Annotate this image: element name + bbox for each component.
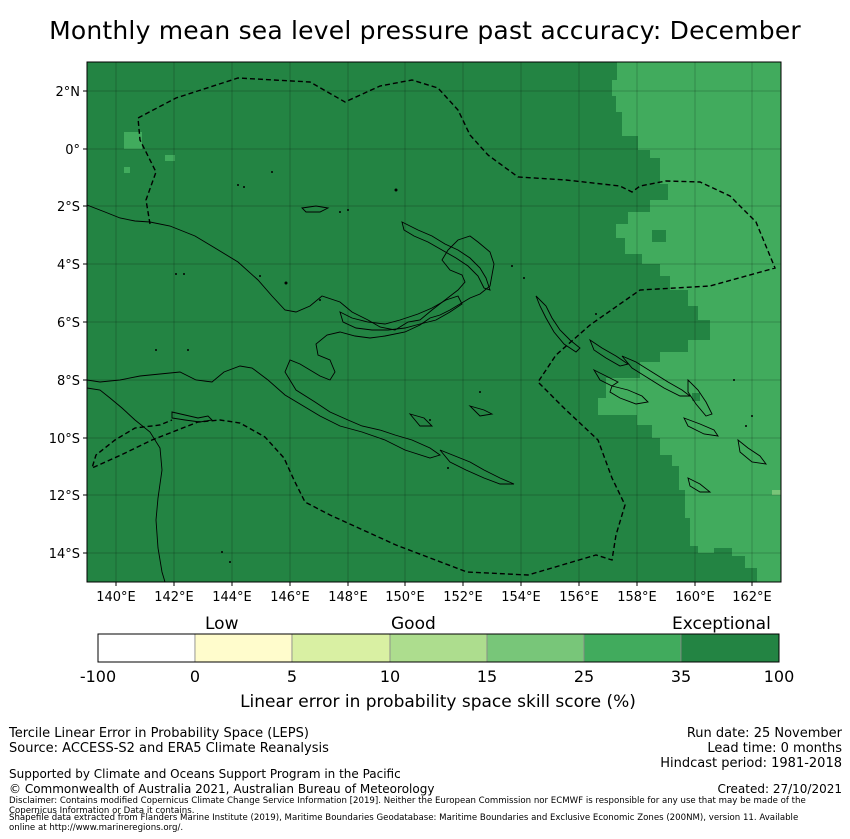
malaita <box>687 378 713 417</box>
colorbar-segment <box>291 633 391 663</box>
lat-tick-label: 2°S <box>57 200 80 215</box>
copyright-text: © Commonwealth of Australia 2021, Austra… <box>9 782 435 796</box>
lat-tick-label: 0° <box>65 143 80 158</box>
choiseul <box>589 338 630 367</box>
exceptional-pocket <box>692 393 700 401</box>
makira <box>683 417 719 437</box>
colorbar <box>97 633 780 663</box>
lat-tick-label: 14°S <box>49 547 80 562</box>
lon-tick-label: 148°E <box>328 590 368 605</box>
colorbar-segment <box>194 633 293 663</box>
new-ireland-coast <box>401 221 491 291</box>
colorbar-title: Linear error in probability space skill … <box>240 692 636 712</box>
category-exceptional: Exceptional <box>672 614 771 634</box>
very-good-region <box>598 62 781 582</box>
lon-tick-label: 154°E <box>501 590 541 605</box>
lon-tick-label: 162°E <box>732 590 772 605</box>
colorbar-tick: 100 <box>763 667 795 686</box>
guadalcanal <box>609 385 649 405</box>
good-pocket <box>772 490 781 495</box>
lon-tick-label: 158°E <box>617 590 657 605</box>
colorbar-segment <box>97 633 196 663</box>
colorbar-tick: 35 <box>670 667 692 686</box>
santa-cruz <box>737 438 768 465</box>
lat-tick-label: 10°S <box>49 432 80 447</box>
colorbar-segment <box>583 633 682 663</box>
lon-tick-label: 152°E <box>443 590 483 605</box>
lon-labels: 140°E 142°E 144°E 146°E 148°E 150°E 152°… <box>96 590 772 605</box>
exceptional-pocket <box>652 230 666 242</box>
cape-york-coast <box>87 387 166 582</box>
gridlines <box>87 62 781 582</box>
milne-islands <box>408 413 434 427</box>
run-date: Run date: 25 November <box>686 726 842 741</box>
shapefile-text: Shapefile data extracted from Flanders M… <box>9 813 799 833</box>
colorbar-segment <box>680 633 780 663</box>
category-good: Good <box>391 614 436 634</box>
axis-ticks <box>83 90 753 586</box>
lon-tick-label: 146°E <box>270 590 310 605</box>
lon-tick-label: 144°E <box>212 590 252 605</box>
colorbar-tick: 5 <box>286 667 298 686</box>
new-guinea-coast <box>87 204 495 459</box>
very-good-pocket <box>124 132 142 149</box>
new-britain-coast <box>339 295 463 331</box>
lat-tick-label: 4°S <box>57 258 80 273</box>
support-text: Supported by Climate and Oceans Support … <box>9 767 401 781</box>
created-date: Created: 27/10/2021 <box>717 782 842 796</box>
torres-islands <box>171 411 213 423</box>
colorbar-tick: 10 <box>379 667 401 686</box>
png-eez <box>90 77 776 576</box>
louisiade <box>439 449 515 485</box>
source-text: Source: ACCESS-S2 and ERA5 Climate Reana… <box>9 741 329 756</box>
colorbar-tick: 15 <box>476 667 498 686</box>
lon-tick-label: 156°E <box>559 590 599 605</box>
santa-isabel <box>621 355 692 397</box>
colorbar-tick: -100 <box>79 667 117 686</box>
eez-boundaries <box>90 77 776 576</box>
coastlines <box>87 204 768 582</box>
method-text: Tercile Linear Error in Probability Spac… <box>9 726 309 741</box>
lat-tick-label: 6°S <box>57 316 80 331</box>
manus-island <box>301 205 330 213</box>
lat-tick-label: 12°S <box>49 489 80 504</box>
new-georgia <box>592 368 619 387</box>
lead-time: Lead time: 0 months <box>707 741 842 756</box>
colorbar-segment <box>389 633 488 663</box>
bougainville-coast <box>535 295 581 353</box>
lon-tick-label: 140°E <box>96 590 136 605</box>
lat-labels: 2°N 0° 2°S 4°S 6°S 8°S 10°S 12°S 14°S <box>49 85 80 562</box>
colorbar-segment <box>486 633 585 663</box>
lat-tick-label: 8°S <box>57 374 80 389</box>
small-islands <box>155 171 753 563</box>
colorbar-tick: 25 <box>573 667 595 686</box>
lat-tick-label: 2°N <box>56 85 81 100</box>
map-title: Monthly mean sea level pressure past acc… <box>49 16 801 45</box>
lon-tick-label: 150°E <box>385 590 425 605</box>
rennell <box>687 477 712 493</box>
lon-tick-label: 160°E <box>675 590 715 605</box>
trobriand <box>468 405 494 417</box>
hindcast-period: Hindcast period: 1981-2018 <box>660 756 842 771</box>
very-good-pocket <box>165 155 175 161</box>
colorbar-tick: 0 <box>189 667 201 686</box>
disclaimer-text: Disclaimer: Contains modified Copernicus… <box>9 796 806 816</box>
lon-tick-label: 142°E <box>154 590 194 605</box>
category-low: Low <box>205 614 239 634</box>
very-good-pocket <box>124 167 130 173</box>
